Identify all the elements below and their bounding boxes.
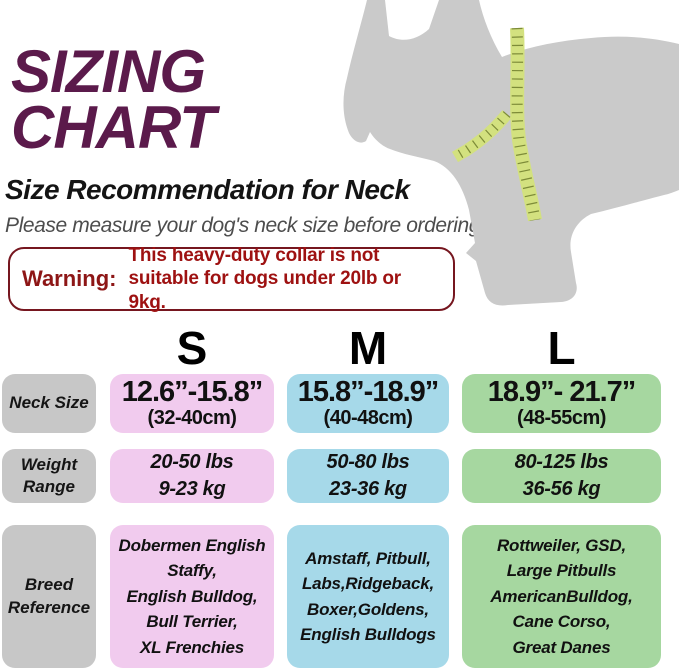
column-header-s: S [176, 322, 208, 374]
weight-range-m-value: 50-80 lbs 23-36 kg [326, 451, 410, 500]
neck-size-cell-s: 12.6”-15.8” (32-40cm) [110, 374, 274, 433]
neck-size-cell-m: 15.8”-18.9” (40-48cm) [287, 374, 449, 433]
neck-size-s-value: 12.6”-15.8” [121, 375, 264, 408]
breed-reference-cell-l: Rottweiler, GSD, Large Pitbulls American… [462, 525, 661, 668]
column-header-m: M [348, 322, 388, 374]
measuring-tape-icon [451, 27, 542, 222]
breed-reference-m-value: Amstaff, Pitbull, Labs,Ridgeback, Boxer,… [300, 548, 436, 645]
neck-size-m-cm: (40-48cm) [323, 407, 413, 430]
breed-reference-l-value: Rottweiler, GSD, Large Pitbulls American… [490, 535, 633, 657]
breed-reference-cell-s: Dobermen English Staffy, English Bulldog… [110, 525, 274, 668]
section-subtitle: Size Recommendation for Neck [5, 174, 410, 205]
weight-range-cell-s: 20-50 lbs 9-23 kg [110, 449, 274, 503]
warning-text: This heavy-duty collar is not suitable f… [128, 245, 402, 313]
warning-box: Warning: This heavy-duty collar is not s… [8, 245, 455, 313]
column-header-l: L [547, 322, 576, 374]
weight-range-s-value: 20-50 lbs 9-23 kg [150, 451, 234, 500]
dog-illustration [339, 0, 679, 310]
row-label-breed-reference: Breed Reference [2, 525, 96, 668]
neck-size-l-value: 18.9”- 21.7” [487, 375, 637, 408]
warning-label: Warning: [22, 266, 117, 291]
row-label-neck-size: Neck Size [2, 374, 96, 433]
title-line-1: SIZING [11, 38, 206, 105]
row-label-weight-range: Weight Range [2, 449, 96, 503]
weight-range-cell-l: 80-125 lbs 36-56 kg [462, 449, 661, 503]
neck-size-m-value: 15.8”-18.9” [297, 375, 440, 408]
weight-range-l-value: 80-125 lbs 36-56 kg [514, 451, 609, 500]
neck-size-s-cm: (32-40cm) [147, 407, 237, 430]
measure-note: Please measure your dog's neck size befo… [5, 214, 481, 237]
breed-reference-cell-m: Amstaff, Pitbull, Labs,Ridgeback, Boxer,… [287, 525, 449, 668]
weight-range-cell-m: 50-80 lbs 23-36 kg [287, 449, 449, 503]
neck-size-cell-l: 18.9”- 21.7” (48-55cm) [462, 374, 661, 433]
breed-reference-s-value: Dobermen English Staffy, English Bulldog… [118, 535, 266, 657]
dog-silhouette-icon [343, 0, 679, 306]
neck-size-l-cm: (48-55cm) [517, 407, 606, 430]
page-title: SIZING CHART [11, 38, 216, 161]
title-line-2: CHART [11, 94, 216, 161]
